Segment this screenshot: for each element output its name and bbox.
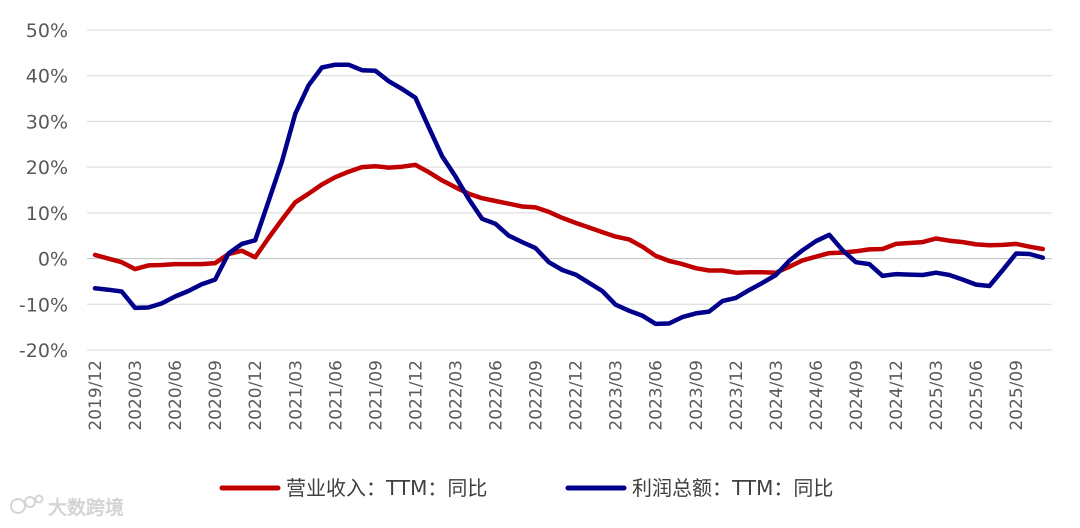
x-tick-label: 2022/06 [487, 360, 507, 431]
gridlines [87, 29, 1052, 351]
x-tick-label: 2021/06 [326, 360, 346, 431]
x-tick-label: 2021/12 [406, 360, 426, 431]
x-tick-label: 2020/12 [246, 360, 266, 431]
x-tick-label: 2024/06 [807, 360, 827, 431]
x-tick-label: 2020/09 [206, 360, 226, 431]
x-tick-label: 2019/12 [86, 360, 106, 431]
x-tick-label: 2022/12 [567, 360, 587, 431]
y-tick-label: 0% [38, 249, 68, 271]
y-tick-label: 20% [26, 157, 68, 179]
x-tick-label: 2023/06 [647, 360, 667, 431]
x-tick-label: 2020/06 [166, 360, 186, 431]
x-tick-label: 2024/03 [767, 360, 787, 431]
watermark-text: 大数跨境 [48, 496, 124, 519]
legend-item-revenue: 营业收入：TTM：同比 [219, 476, 487, 500]
y-tick-label: -20% [19, 340, 68, 362]
series-lines [92, 62, 1046, 327]
x-tick-label: 2025/03 [927, 360, 947, 431]
x-tick-label: 2024/12 [887, 360, 907, 431]
x-tick-label: 2021/03 [286, 360, 306, 431]
x-tick-label: 2023/12 [727, 360, 747, 431]
legend-item-profit: 利润总额：TTM：同比 [565, 476, 833, 500]
y-tick-label: 10% [26, 203, 68, 225]
y-tick-label: 40% [26, 66, 68, 88]
x-tick-label: 2024/09 [847, 360, 867, 431]
legend: 营业收入：TTM：同比 利润总额：TTM：同比 [219, 476, 833, 500]
legend-label-revenue: 营业收入：TTM：同比 [286, 476, 487, 500]
bubble-logo-icon [10, 494, 44, 514]
x-tick-label: 2021/09 [366, 360, 386, 431]
x-tick-label: 2020/03 [126, 360, 146, 431]
watermark: 大数跨境 [10, 494, 124, 519]
x-axis: 2019/12 2020/03 2020/06 2020/09 2020/12 2021/… [86, 360, 1027, 431]
x-tick-label: 2025/06 [967, 360, 987, 431]
x-tick-label: 2022/09 [527, 360, 547, 431]
y-tick-label: 50% [26, 20, 68, 42]
x-tick-label: 2023/03 [607, 360, 627, 431]
y-tick-label: 30% [26, 111, 68, 133]
legend-label-profit: 利润总额：TTM：同比 [632, 476, 833, 500]
series-line-revenue [92, 162, 1046, 275]
y-axis: -20% -10% 0% 10% 20% 30% 40% 50% [19, 20, 68, 362]
x-tick-label: 2025/09 [1007, 360, 1027, 431]
series-line-profit [92, 62, 1046, 327]
x-tick-label: 2023/09 [687, 360, 707, 431]
x-tick-label: 2022/03 [446, 360, 466, 431]
y-tick-label: -10% [19, 294, 68, 316]
